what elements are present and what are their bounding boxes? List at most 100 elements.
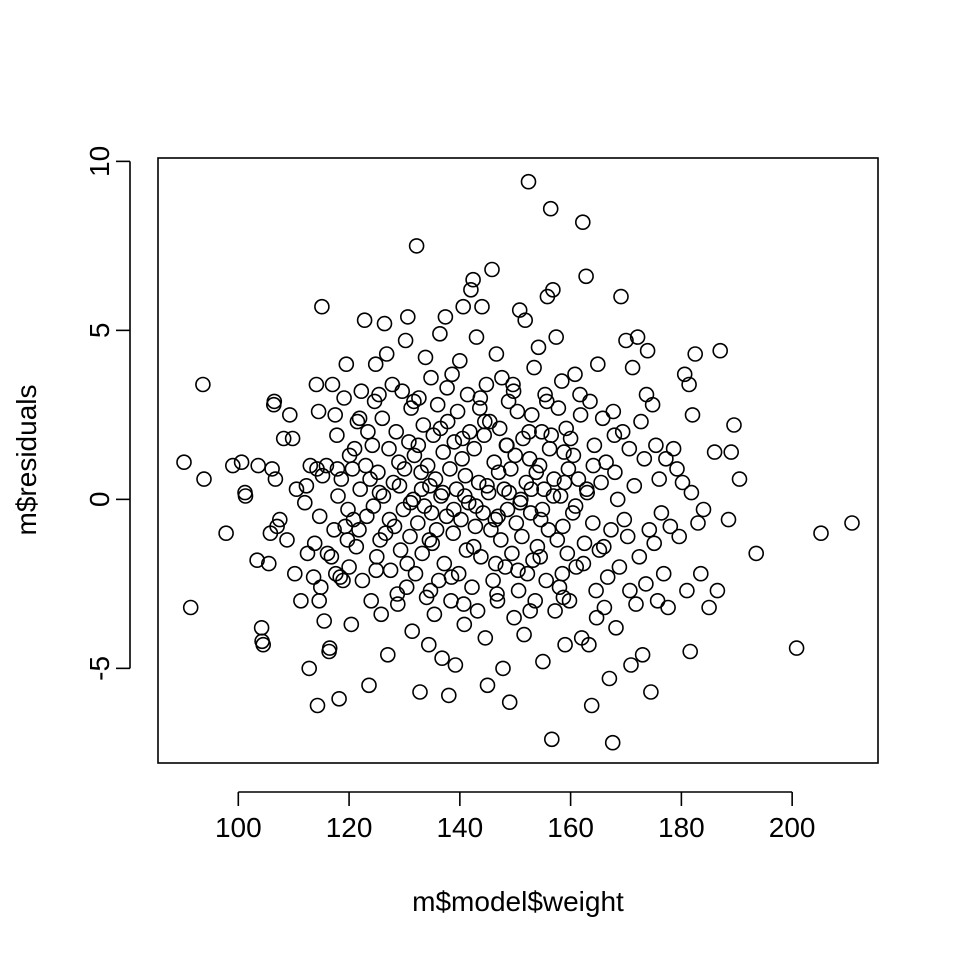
data-point [367,356,384,373]
data-point [542,200,559,217]
data-point [357,457,374,474]
data-point [633,413,649,430]
data-point [525,552,541,569]
data-point [451,352,468,369]
data-point [489,592,506,609]
data-point [415,417,432,433]
data-point [333,471,350,487]
data-point [365,498,382,514]
x-tick-label: 120 [326,812,373,843]
data-point [593,474,609,491]
data-point [314,467,331,484]
data-point [225,457,241,474]
data-point [353,383,370,400]
data-point [558,420,575,437]
data-point [423,369,439,386]
data-point [578,481,595,498]
data-point [463,281,479,298]
data-point [706,444,723,460]
data-point [556,474,573,491]
data-point [648,437,664,454]
data-point [381,511,398,528]
data-point [284,430,301,447]
data-point [639,342,656,359]
data-point [506,609,522,626]
data-point [406,393,422,410]
data-point [490,508,506,525]
data-point [444,366,460,383]
data-point [402,494,419,511]
data-point [594,410,611,427]
data-point [368,548,385,565]
data-point [712,342,729,359]
data-point [361,677,377,694]
data-point [403,400,419,416]
data-point [396,461,413,477]
data-point [439,379,455,396]
data-point [726,417,742,433]
data-point [249,552,265,569]
data-point [436,555,453,572]
data-point [478,376,495,393]
data-point [731,471,748,487]
data-point [504,545,520,562]
data-point [253,619,270,636]
data-point [464,579,480,596]
data-point [611,559,628,575]
data-point [308,376,325,393]
data-point [572,386,588,403]
data-point [586,437,603,454]
data-point [445,501,462,518]
data-point [626,477,643,494]
data-point [557,636,573,653]
data-point [182,599,199,616]
data-point [371,386,387,403]
data-point [582,393,598,410]
data-point [629,329,646,345]
data-point [339,532,356,548]
data-point [679,582,695,599]
data-point [844,515,860,531]
data-point [391,477,408,494]
data-point [388,423,405,440]
data-point [413,481,430,498]
data-point [420,636,437,653]
data-point [358,508,375,525]
data-point [562,430,579,447]
data-point [486,454,503,471]
data-point [572,407,589,423]
x-tick-label: 100 [215,812,262,843]
data-point [435,444,452,460]
data-point [565,447,582,464]
data-point [422,582,439,599]
data-point [538,393,555,410]
data-point [500,393,517,410]
data-point [519,565,536,582]
data-point [382,562,399,579]
data-point [399,555,416,572]
data-point [534,501,551,518]
data-point [459,386,476,403]
data-point [554,565,571,582]
data-point [646,535,663,552]
data-point [491,420,508,437]
data-point [517,312,534,329]
data-point [608,619,624,636]
data-point [335,572,351,589]
data-point [468,329,485,345]
data-point [499,437,515,454]
data-point [813,525,829,542]
data-point [512,494,529,511]
data-point [371,484,388,501]
data-point [443,592,459,609]
data-point [312,579,329,596]
data-point [669,461,685,477]
data-point [723,444,740,460]
data-point [692,565,709,582]
data-point [398,579,415,596]
data-point [405,491,422,508]
y-tick-label: 0 [84,492,115,508]
data-point [331,690,347,707]
data-point [488,346,505,362]
data-point [402,528,418,545]
